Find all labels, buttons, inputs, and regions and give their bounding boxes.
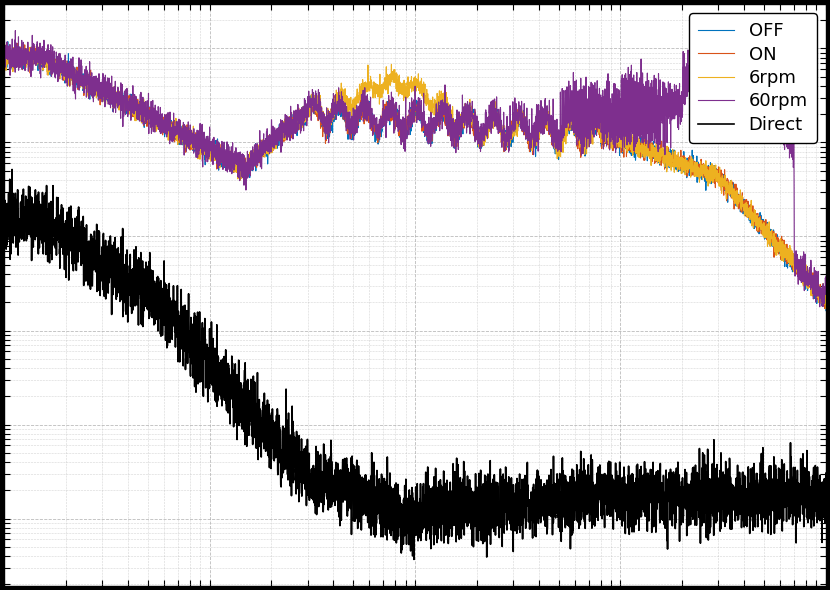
OFF (821, 307, 830, 314)
60rpm (492, 116, 502, 123)
Line: 60rpm: 60rpm (4, 31, 826, 307)
Direct (821, 470, 830, 477)
ON (820, 305, 830, 312)
Line: ON: ON (4, 43, 826, 309)
ON (675, 161, 685, 168)
ON (313, 110, 323, 117)
OFF (313, 104, 323, 111)
Direct (492, 490, 502, 497)
60rpm (313, 90, 323, 97)
Legend: OFF, ON, 6rpm, 60rpm, Direct: OFF, ON, 6rpm, 60rpm, Direct (689, 13, 817, 143)
Direct (0, 226, 9, 233)
6rpm (534, 126, 544, 133)
60rpm (534, 101, 544, 109)
ON (534, 123, 544, 130)
Direct (534, 497, 544, 504)
Line: Direct: Direct (4, 169, 826, 559)
ON (821, 293, 830, 300)
ON (149, 107, 159, 114)
6rpm (313, 101, 323, 109)
60rpm (10, 27, 20, 34)
6rpm (613, 134, 622, 141)
ON (613, 127, 622, 135)
Direct (7, 166, 17, 173)
Direct (313, 491, 323, 498)
OFF (2, 38, 12, 45)
ON (13, 40, 23, 47)
Direct (149, 287, 159, 294)
60rpm (821, 273, 830, 280)
Direct (409, 556, 419, 563)
OFF (0, 55, 9, 62)
OFF (149, 114, 159, 122)
Line: 6rpm: 6rpm (4, 46, 826, 309)
60rpm (149, 109, 159, 116)
OFF (675, 164, 685, 171)
ON (0, 51, 9, 58)
6rpm (22, 42, 32, 50)
OFF (492, 106, 502, 113)
ON (492, 115, 502, 122)
60rpm (815, 303, 825, 310)
6rpm (675, 160, 685, 168)
60rpm (675, 109, 685, 116)
OFF (534, 126, 544, 133)
OFF (613, 141, 622, 148)
Direct (613, 480, 622, 487)
60rpm (0, 42, 9, 49)
Line: OFF: OFF (4, 42, 826, 310)
60rpm (613, 126, 622, 133)
6rpm (492, 117, 502, 124)
6rpm (821, 305, 830, 312)
6rpm (0, 45, 9, 52)
Direct (675, 509, 685, 516)
6rpm (149, 115, 159, 122)
